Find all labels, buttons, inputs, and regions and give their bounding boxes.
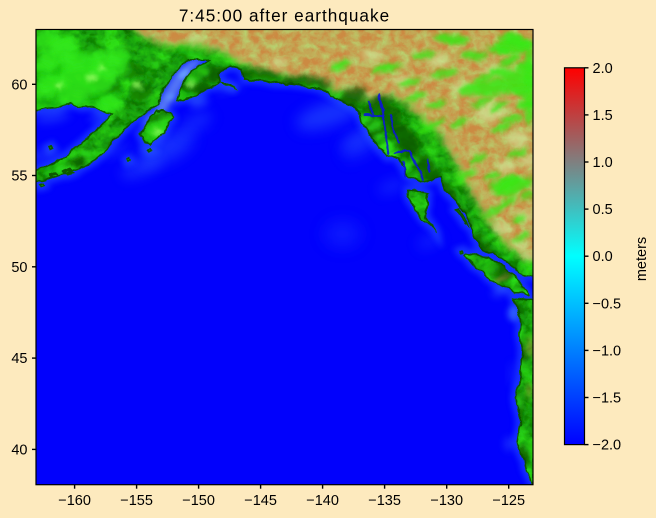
svg-text:−2.0: −2.0: [593, 438, 622, 454]
svg-text:−0.5: −0.5: [593, 296, 622, 312]
svg-text:7:45:00 after earthquake: 7:45:00 after earthquake: [179, 6, 390, 26]
svg-text:0.0: 0.0: [593, 249, 613, 265]
svg-text:1.0: 1.0: [593, 155, 613, 171]
svg-text:45: 45: [11, 351, 27, 367]
svg-text:−160: −160: [58, 493, 91, 509]
svg-text:−155: −155: [120, 493, 153, 509]
svg-text:50: 50: [11, 260, 27, 276]
svg-text:meters: meters: [634, 237, 650, 281]
svg-text:1.5: 1.5: [593, 108, 613, 124]
svg-text:−130: −130: [430, 493, 463, 509]
svg-text:−140: −140: [306, 493, 339, 509]
svg-text:60: 60: [11, 77, 27, 93]
svg-text:−1.0: −1.0: [593, 343, 622, 359]
svg-text:−135: −135: [368, 493, 401, 509]
svg-text:2.0: 2.0: [593, 61, 613, 77]
svg-text:−150: −150: [182, 493, 215, 509]
svg-text:55: 55: [11, 169, 27, 185]
svg-text:−1.5: −1.5: [593, 391, 622, 407]
svg-text:0.5: 0.5: [593, 202, 613, 218]
svg-text:−125: −125: [492, 493, 525, 509]
svg-text:−145: −145: [244, 493, 277, 509]
svg-text:40: 40: [11, 442, 27, 458]
